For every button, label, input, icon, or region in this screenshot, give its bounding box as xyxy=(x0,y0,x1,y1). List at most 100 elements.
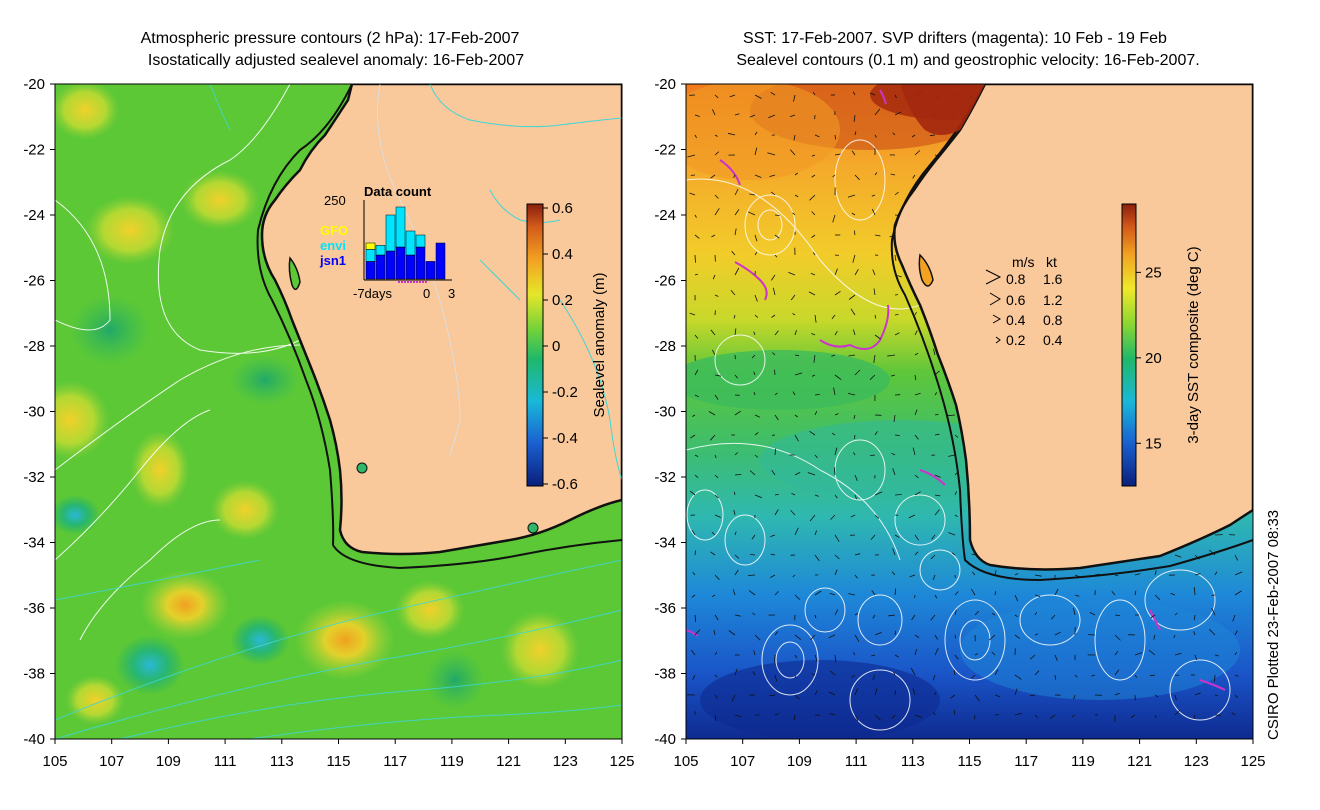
velocity-arrow xyxy=(914,330,918,336)
velocity-arrow xyxy=(994,694,1001,698)
velocity-arrow xyxy=(774,591,779,596)
velocity-arrow xyxy=(914,311,917,316)
velocity-arrow xyxy=(714,574,720,580)
velocity-arrow xyxy=(852,254,856,263)
velocity-arrow xyxy=(689,192,696,196)
y-tick-label: -36 xyxy=(23,600,45,617)
velocity-arrow xyxy=(994,591,996,596)
velocity-arrow xyxy=(789,149,796,156)
velocity-arrow xyxy=(871,590,876,596)
x-tick-label: 121 xyxy=(1127,753,1152,770)
inset-bar-jsn1 xyxy=(425,261,436,280)
velocity-arrow xyxy=(691,530,696,536)
data-count-inset: Data count 250 GFO envi jsn1 -7days 0 3 xyxy=(319,184,455,301)
velocity-arrow xyxy=(793,134,796,141)
velocity-arrow xyxy=(790,510,796,516)
velocity-arrow xyxy=(834,609,839,616)
velocity-arrow xyxy=(853,414,856,420)
velocity-arrow xyxy=(1153,634,1156,640)
velocity-arrow xyxy=(711,234,716,238)
velocity-arrow xyxy=(911,134,916,138)
velocity-arrow xyxy=(854,434,856,439)
velocity-arrow xyxy=(770,534,776,537)
velocity-arrow xyxy=(772,287,776,296)
velocity-arrow xyxy=(834,534,840,542)
velocity-arrow xyxy=(834,153,841,156)
velocity-arrow xyxy=(774,713,780,716)
velocity-arrow xyxy=(713,629,716,636)
velocity-arrow xyxy=(874,134,877,138)
velocity-arrow xyxy=(934,413,939,416)
velocity-arrow xyxy=(872,614,876,619)
velocity-arrow xyxy=(854,369,861,376)
velocity-arrow xyxy=(814,134,820,138)
velocity-arrow xyxy=(914,392,921,396)
velocity-arrow xyxy=(932,574,936,581)
inset-x-label-start: -7days xyxy=(353,286,393,301)
velocity-arrow xyxy=(770,91,776,96)
velocity-arrow xyxy=(851,150,856,156)
velocity-arrow xyxy=(1134,573,1141,576)
velocity-arrow xyxy=(1234,694,1238,699)
velocity-arrow xyxy=(934,634,938,640)
velocity-arrow xyxy=(753,391,756,396)
y-tick-label: -38 xyxy=(654,666,676,683)
right-x-axis: 105 107 109 111 113 115 117 119 121 123 125 xyxy=(673,739,1266,770)
velocity-arrow xyxy=(1209,629,1216,636)
velocity-arrow xyxy=(750,554,756,556)
velocity-arrow xyxy=(1154,714,1157,718)
velocity-arrow xyxy=(788,272,796,276)
velocity-arrow xyxy=(833,467,836,476)
tide-gauge-station[interactable] xyxy=(356,462,368,474)
inset-x-label-end: 3 xyxy=(448,286,455,301)
velocity-arrow xyxy=(934,494,941,497)
velocity-arrow xyxy=(694,334,699,339)
velocity-arrow xyxy=(1214,694,1219,697)
velocity-arrow xyxy=(1114,614,1120,616)
velocity-arrow xyxy=(774,674,778,682)
velocity-arrow xyxy=(834,290,841,296)
colorbar-tick-label: -0.6 xyxy=(552,476,578,493)
inset-bar-envi xyxy=(405,230,416,256)
velocity-arrow xyxy=(971,588,976,596)
colorbar-tick-label: 0.2 xyxy=(552,292,573,309)
velocity-arrow xyxy=(991,612,996,616)
velocity-arrow xyxy=(1014,573,1019,576)
left-title-line1: Atmospheric pressure contours (2 hPa): 1… xyxy=(140,30,520,47)
velocity-arrow xyxy=(734,474,742,476)
velocity-arrow xyxy=(954,591,959,596)
velocity-arrow xyxy=(714,494,719,499)
velocity-arrow xyxy=(747,574,756,576)
velocity-arrow xyxy=(1074,674,1078,678)
velocity-arrow xyxy=(811,154,816,157)
velocity-arrow xyxy=(932,674,936,681)
inset-day-marker xyxy=(419,281,421,283)
velocity-arrow xyxy=(894,314,899,316)
velocity-arrow xyxy=(851,212,856,216)
velocity-arrow xyxy=(954,491,957,496)
velocity-arrow xyxy=(752,612,756,616)
velocity-arrow xyxy=(774,234,780,239)
y-tick-label: -28 xyxy=(654,338,676,355)
y-tick-label: -20 xyxy=(654,76,676,93)
y-tick-label: -24 xyxy=(654,207,676,224)
velocity-arrow xyxy=(828,691,836,696)
velocity-arrow xyxy=(754,414,760,418)
velocity-arrow xyxy=(811,673,816,676)
velocity-arrow xyxy=(774,369,776,376)
velocity-arrow xyxy=(1234,652,1237,656)
velocity-arrow xyxy=(749,470,756,476)
velocity-legend-ms: 0.2 xyxy=(1006,332,1026,348)
velocity-arrow xyxy=(774,493,779,496)
left-colorbar-label: Sealevel anomaly (m) xyxy=(591,272,608,417)
velocity-arrow xyxy=(692,571,696,576)
right-y-axis: -20 -22 -24 -26 -28 -30 -32 -34 -36 -38 -40 xyxy=(654,76,686,748)
velocity-arrow xyxy=(814,454,818,459)
right-title-line2: Sealevel contours (0.1 m) and geostrophi… xyxy=(736,52,1200,69)
x-tick-label: 115 xyxy=(327,753,351,770)
tide-gauge-station[interactable] xyxy=(527,522,539,534)
velocity-arrow xyxy=(1193,587,1196,596)
y-tick-label: -28 xyxy=(23,338,45,355)
velocity-arrow xyxy=(714,374,722,377)
velocity-arrow xyxy=(1014,634,1020,639)
